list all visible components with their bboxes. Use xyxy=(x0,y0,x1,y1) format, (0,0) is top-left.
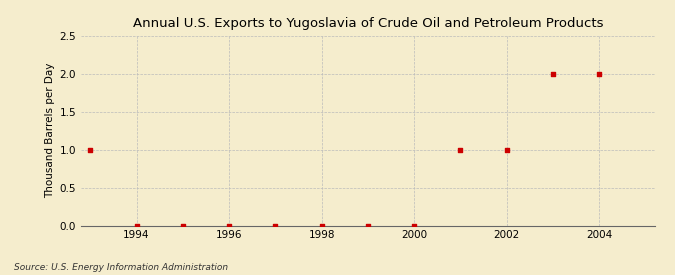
Y-axis label: Thousand Barrels per Day: Thousand Barrels per Day xyxy=(45,63,55,198)
Point xyxy=(85,147,96,152)
Point xyxy=(362,223,373,228)
Text: Source: U.S. Energy Information Administration: Source: U.S. Energy Information Administ… xyxy=(14,263,227,272)
Point xyxy=(270,223,281,228)
Title: Annual U.S. Exports to Yugoslavia of Crude Oil and Petroleum Products: Annual U.S. Exports to Yugoslavia of Cru… xyxy=(132,17,603,31)
Point xyxy=(178,223,188,228)
Point xyxy=(502,147,512,152)
Point xyxy=(455,147,466,152)
Point xyxy=(131,223,142,228)
Point xyxy=(594,72,605,76)
Point xyxy=(223,223,234,228)
Point xyxy=(547,72,558,76)
Point xyxy=(409,223,420,228)
Point xyxy=(316,223,327,228)
